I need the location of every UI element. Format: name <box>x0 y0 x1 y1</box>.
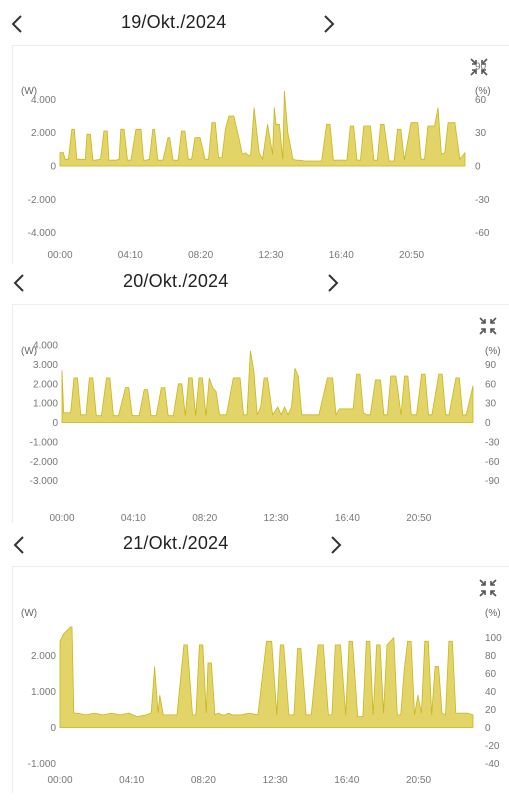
x-tick-label: 12:30 <box>264 513 289 523</box>
y2-tick-label: 0 <box>485 723 491 734</box>
collapse-arrows-icon <box>470 58 488 76</box>
x-tick-label: 20:50 <box>406 513 431 523</box>
x-tick-label: 04:10 <box>118 250 143 261</box>
collapse-chart-button[interactable] <box>477 315 499 337</box>
power-area-series <box>59 90 466 167</box>
x-tick-label: 00:00 <box>49 513 74 523</box>
y2-tick-label: 60 <box>485 669 497 680</box>
y2-tick-label: -90 <box>485 476 500 487</box>
y-tick-label: -3.000 <box>30 476 59 487</box>
collapse-arrows-icon <box>479 317 497 335</box>
y-tick-label: 4.000 <box>33 341 58 352</box>
y-tick-label: 3.000 <box>33 360 58 371</box>
y-tick-label: -4.000 <box>28 228 57 239</box>
y-tick-label: -2.000 <box>30 457 59 468</box>
y2-tick-label: 90 <box>485 360 497 371</box>
y-tick-label: 1.000 <box>33 399 58 410</box>
date-header: 20/Okt./2024 <box>0 265 509 301</box>
collapse-arrows-icon <box>479 579 497 597</box>
x-tick-label: 20:50 <box>399 250 424 261</box>
x-tick-label: 08:20 <box>191 775 216 786</box>
chevron-right-icon <box>328 274 339 292</box>
x-tick-label: 16:40 <box>334 775 359 786</box>
x-tick-label: 00:00 <box>47 775 72 786</box>
chevron-left-icon <box>13 274 24 292</box>
power-chart: (W) (%) 4.000 2.000 0 -2.000 -4.000 90 60 30 0 -30 -… <box>21 62 491 262</box>
collapse-chart-button[interactable] <box>477 577 499 599</box>
y-tick-label: 4.000 <box>31 95 56 106</box>
power-area-series <box>61 350 474 423</box>
y2-tick-label: -30 <box>485 437 500 448</box>
y2-tick-label: -60 <box>485 457 500 468</box>
next-day-button[interactable] <box>316 12 340 36</box>
date-header: 21/Okt./2024 <box>0 527 509 563</box>
y2-tick-label: 90 <box>475 62 487 73</box>
date-label: 20/Okt./2024 <box>123 271 229 291</box>
date-label: 19/Okt./2024 <box>121 12 227 32</box>
y2-tick-label: 40 <box>485 687 497 698</box>
y-axis-unit: (W) <box>21 86 37 97</box>
x-tick-label: 04:10 <box>121 513 146 523</box>
power-area-series <box>59 626 474 728</box>
y2-tick-label: -40 <box>485 759 500 770</box>
x-tick-label: 04:10 <box>119 775 144 786</box>
power-chart: (W) (%) 2.000 1.000 0 -1.000 100 80 60 40 20 0 -20 -4… <box>21 608 502 786</box>
y-tick-label: 0 <box>50 162 56 173</box>
y2-axis-unit: (%) <box>485 608 501 619</box>
y2-tick-label: 30 <box>475 128 487 139</box>
y-tick-label: 2.000 <box>31 128 56 139</box>
date-header: 19/Okt./2024 <box>0 6 509 42</box>
y2-tick-label: -30 <box>475 195 490 206</box>
x-tick-label: 08:20 <box>188 250 213 261</box>
y-tick-label: 2.000 <box>33 379 58 390</box>
chart-card: (W) (%) 2.000 1.000 0 -1.000 100 80 60 40 20 0 -20 -4… <box>12 566 509 793</box>
y2-tick-label: 20 <box>485 705 497 716</box>
y2-tick-label: 100 <box>485 633 502 644</box>
collapse-chart-button[interactable] <box>468 56 490 78</box>
x-tick-label: 12:30 <box>258 250 283 261</box>
x-tick-label: 12:30 <box>263 775 288 786</box>
y2-tick-label: 60 <box>485 379 497 390</box>
chart-card: (W) (%) 4.000 2.000 0 -2.000 -4.000 90 60 30 0 -30 -… <box>12 45 509 264</box>
x-tick-label: 20:50 <box>406 775 431 786</box>
prev-day-button[interactable] <box>8 271 32 295</box>
y2-tick-label: 0 <box>485 418 491 429</box>
x-tick-label: 08:20 <box>192 513 217 523</box>
chevron-left-icon <box>13 536 24 554</box>
x-tick-label: 16:40 <box>329 250 354 261</box>
y-axis-unit: (W) <box>21 608 37 619</box>
y-tick-label: -1.000 <box>30 437 59 448</box>
next-day-button[interactable] <box>323 533 347 557</box>
prev-day-button[interactable] <box>8 533 32 557</box>
chevron-left-icon <box>11 15 22 33</box>
y2-tick-label: 80 <box>485 651 497 662</box>
chevron-right-icon <box>324 15 335 33</box>
y2-axis-unit: (%) <box>475 86 491 97</box>
y-axis-unit: (W) <box>21 346 37 357</box>
chart-card: (W) (%) 4.000 3.000 2.000 1.000 0 -1.000 -2.000 -… <box>12 304 509 523</box>
next-day-button[interactable] <box>320 271 344 295</box>
y-tick-label: 1.000 <box>31 687 56 698</box>
y2-tick-label: 30 <box>485 399 497 410</box>
y-tick-label: 2.000 <box>31 651 56 662</box>
y2-tick-label: 60 <box>475 95 487 106</box>
y-tick-label: -1.000 <box>28 759 57 770</box>
y2-tick-label: -60 <box>475 228 490 239</box>
y2-axis-unit: (%) <box>485 346 501 357</box>
x-tick-label: 00:00 <box>47 250 72 261</box>
y2-tick-label: -20 <box>485 741 500 752</box>
chevron-right-icon <box>331 536 342 554</box>
y-tick-label: 0 <box>50 723 56 734</box>
date-label: 21/Okt./2024 <box>123 533 229 553</box>
prev-day-button[interactable] <box>6 12 30 36</box>
power-chart: (W) (%) 4.000 3.000 2.000 1.000 0 -1.000 -2.000 -… <box>21 341 501 524</box>
y-tick-label: 0 <box>52 418 58 429</box>
x-tick-label: 16:40 <box>335 513 360 523</box>
y-tick-label: -2.000 <box>28 195 57 206</box>
y2-tick-label: 0 <box>475 162 481 173</box>
